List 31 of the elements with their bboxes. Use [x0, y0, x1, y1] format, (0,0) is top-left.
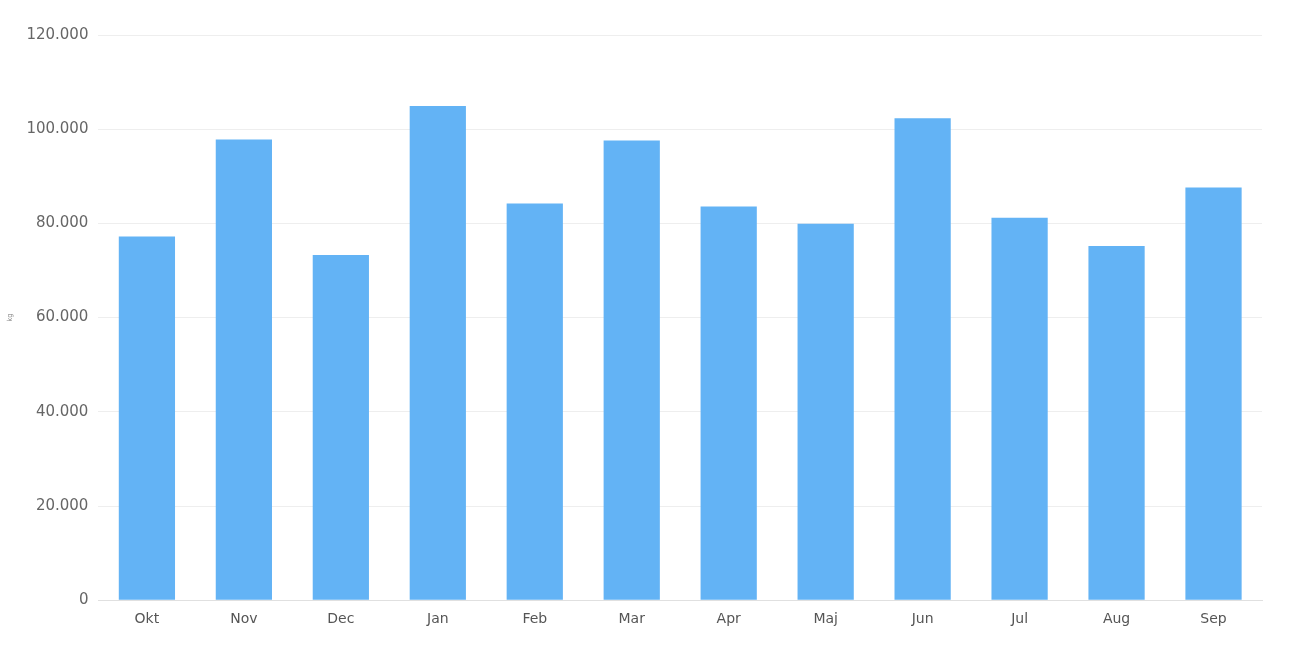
y-tick-label: 60.000: [35, 307, 89, 326]
bar: [603, 140, 660, 600]
y-tick-label: 120.000: [26, 24, 89, 43]
x-tick-label: Mar: [618, 610, 646, 627]
x-tick-label: Okt: [134, 610, 160, 627]
y-tick-label: 100.000: [26, 119, 89, 138]
bar: [312, 254, 369, 600]
y-tick-label: 20.000: [35, 495, 89, 514]
y-tick-label: 40.000: [35, 401, 89, 420]
x-tick-label: Jun: [910, 610, 934, 627]
x-tick-label: Sep: [1200, 610, 1227, 627]
bar: [700, 206, 757, 600]
bar: [894, 118, 951, 600]
x-tick-label: Feb: [522, 610, 548, 627]
x-tick-label: Dec: [327, 610, 355, 627]
x-tick-label: Maj: [813, 610, 838, 627]
x-tick-label: Jul: [1010, 610, 1029, 627]
bar: [506, 203, 563, 600]
bar: [215, 139, 272, 600]
x-tick-label: Nov: [230, 610, 258, 627]
bar: [1185, 187, 1242, 600]
bar: [409, 106, 466, 600]
bar: [991, 217, 1048, 600]
y-tick-label: 80.000: [35, 213, 89, 232]
y-tick-label: 0: [78, 590, 89, 609]
bar: [1088, 246, 1145, 600]
x-tick-label: Jan: [426, 610, 449, 627]
bar: [118, 236, 176, 600]
x-tick-label: Aug: [1102, 610, 1131, 627]
x-tick-label: Apr: [716, 610, 742, 627]
bar: [797, 223, 854, 600]
